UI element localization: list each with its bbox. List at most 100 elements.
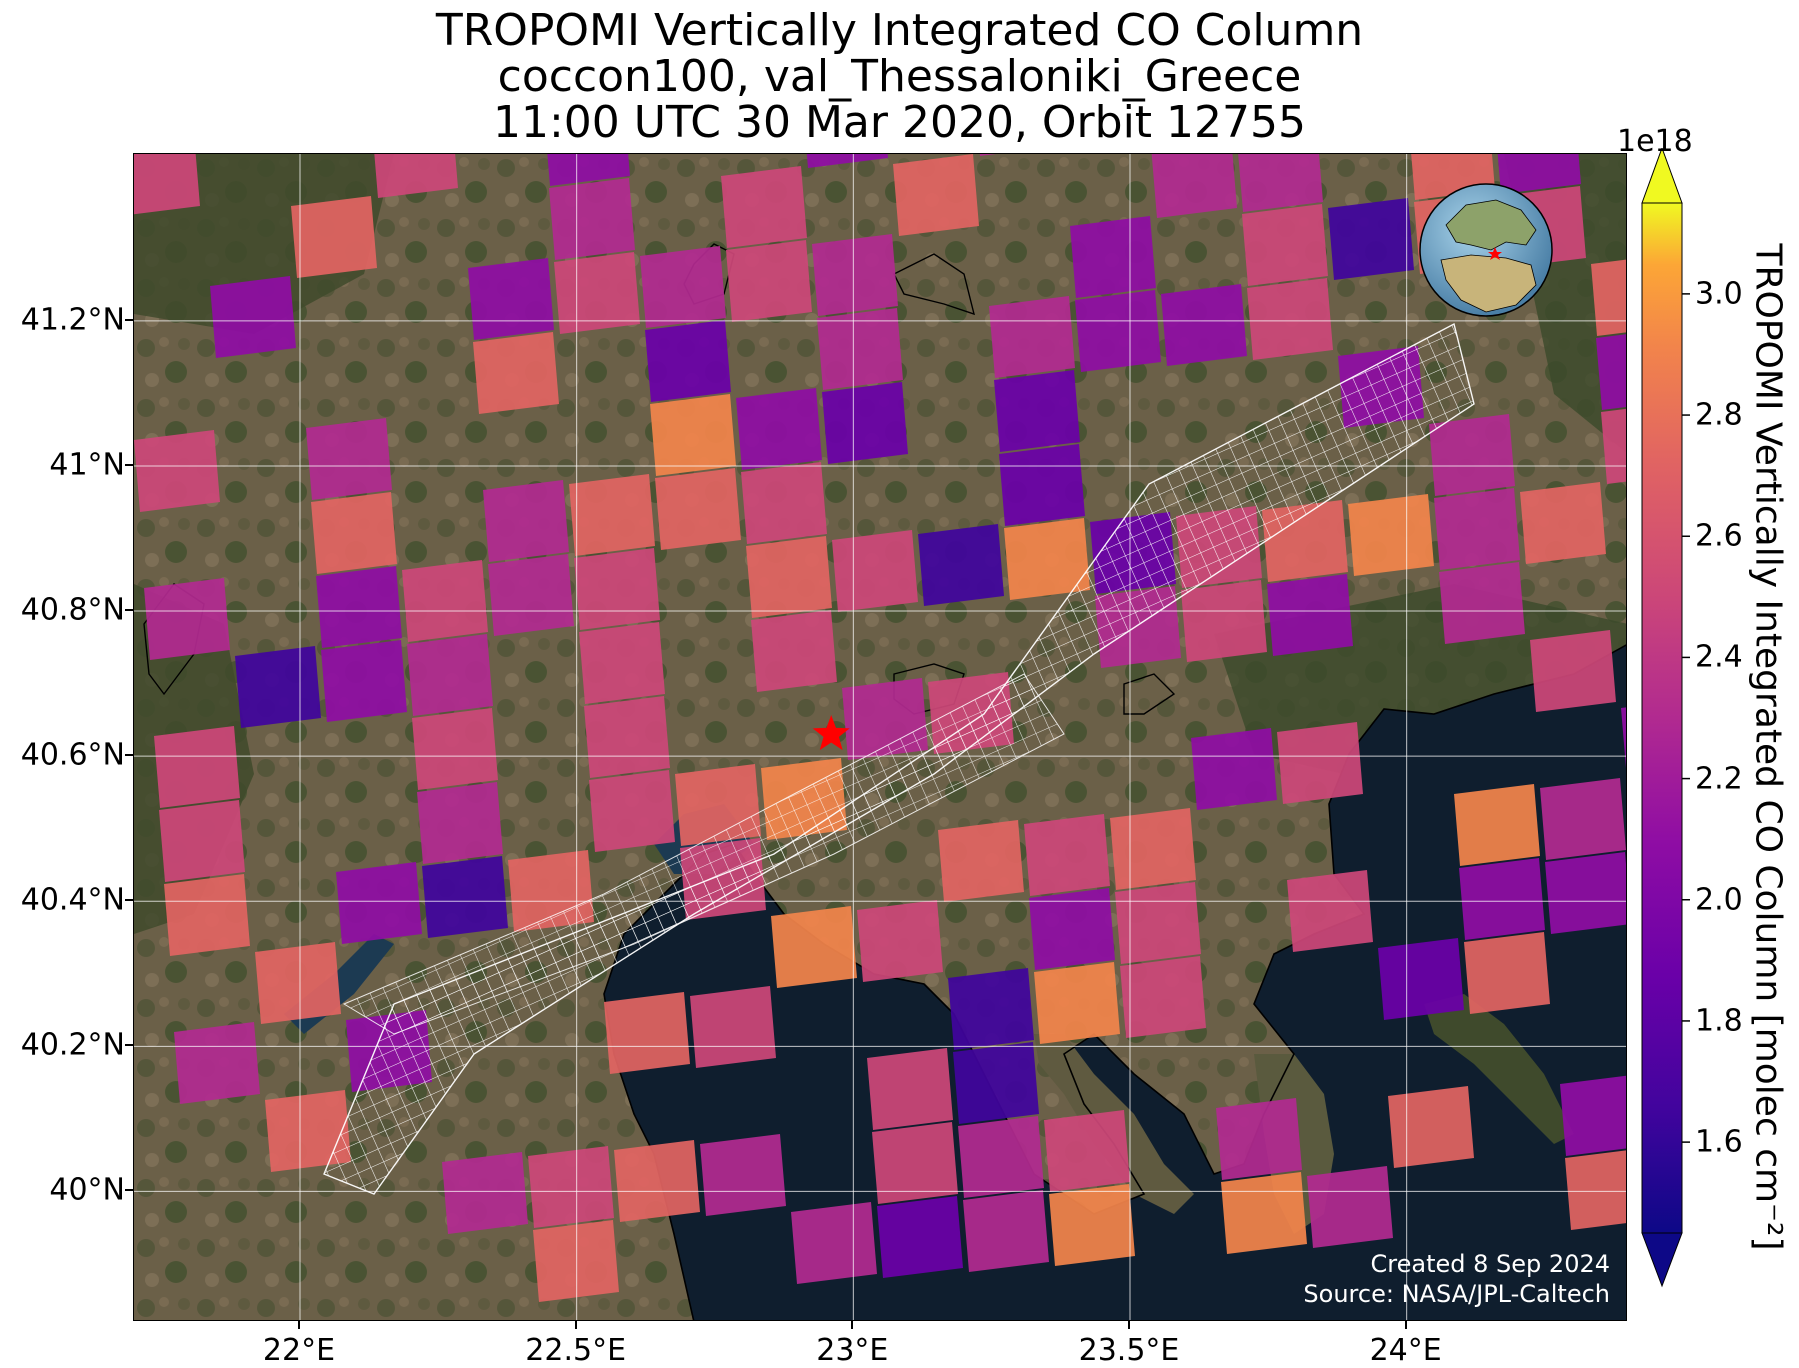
co-pixel xyxy=(1044,1110,1130,1192)
lon-tick-mark xyxy=(851,1321,854,1329)
co-pixel xyxy=(604,992,690,1074)
co-pixel xyxy=(736,388,822,470)
co-pixel xyxy=(953,1042,1039,1124)
colorbar-tick-label: 2.4 xyxy=(1695,639,1743,675)
co-pixel xyxy=(700,1134,786,1216)
co-pixel xyxy=(547,154,630,186)
co-pixel xyxy=(402,560,488,642)
colorbar-ticks xyxy=(1682,293,1690,1143)
co-pixel xyxy=(589,770,675,852)
co-pixel xyxy=(877,1196,963,1278)
co-pixel xyxy=(822,382,908,464)
co-pixel xyxy=(374,154,458,198)
co-pixel xyxy=(210,276,296,358)
co-pixel xyxy=(726,240,812,322)
co-pixel xyxy=(533,1220,619,1302)
co-pixel xyxy=(1277,722,1363,804)
co-pixel xyxy=(1216,1098,1302,1180)
co-pixel xyxy=(574,548,660,630)
co-pixel xyxy=(1221,1172,1307,1254)
map-canvas xyxy=(134,154,1627,1320)
co-pixel xyxy=(291,196,377,278)
co-pixel xyxy=(1151,154,1237,218)
co-pixel xyxy=(989,296,1075,378)
lon-tick-mark xyxy=(1404,1321,1407,1329)
co-pixel xyxy=(791,1202,877,1284)
co-pixel xyxy=(1540,778,1626,860)
border-line xyxy=(1123,673,1176,715)
co-pixel xyxy=(1029,888,1115,970)
map-panel[interactable]: Created 8 Sep 2024 Source: NASA/JPL-Calt… xyxy=(133,153,1627,1321)
co-pixel xyxy=(771,906,857,988)
co-pixel xyxy=(994,370,1080,452)
lon-tick-mark xyxy=(298,1321,300,1329)
co-pixel xyxy=(645,320,731,402)
lon-tick-label: 22°E xyxy=(262,1333,336,1368)
co-pixel xyxy=(1181,580,1267,662)
lat-tick-label: 40.4°N xyxy=(20,882,125,918)
star-icon xyxy=(812,714,850,751)
colorbar-tick-label: 3.0 xyxy=(1695,276,1743,312)
co-pixel xyxy=(316,566,402,648)
colorbar-exponent: 1e18 xyxy=(1617,124,1693,159)
co-pixel xyxy=(336,862,422,944)
lat-tick-mark xyxy=(125,318,133,321)
co-pixel xyxy=(938,820,1024,902)
co-pixel xyxy=(979,154,996,156)
credit-source: Source: NASA/JPL-Caltech xyxy=(1303,1280,1610,1308)
co-pixel xyxy=(1110,808,1196,890)
co-pixel xyxy=(265,1090,351,1172)
co-pixel xyxy=(1307,1166,1393,1248)
co-pixel xyxy=(640,246,726,328)
co-pixel xyxy=(473,332,559,414)
co-pixel xyxy=(1434,488,1520,570)
athos-peninsula xyxy=(1424,994,1574,1144)
co-pixel xyxy=(867,1048,953,1130)
co-pixel xyxy=(1161,284,1247,366)
colorbar-extend-bottom xyxy=(1641,1232,1683,1288)
lat-tick-mark xyxy=(125,463,133,466)
co-pixel xyxy=(1247,278,1333,360)
co-pixel xyxy=(1560,1075,1626,1156)
colorbar xyxy=(1641,148,1690,1288)
co-pixel xyxy=(235,646,321,728)
lon-tick-label: 22.5°E xyxy=(525,1333,627,1368)
title-line-1: TROPOMI Vertically Integrated CO Column xyxy=(435,5,1364,56)
co-pixel xyxy=(1120,956,1206,1038)
co-pixel xyxy=(1242,204,1328,286)
co-pixel xyxy=(422,856,508,938)
co-pixel xyxy=(1459,858,1545,940)
lat-tick-mark xyxy=(125,1044,133,1047)
co-pixel xyxy=(1191,728,1277,810)
lon-tick-label: 23°E xyxy=(816,1333,889,1368)
co-pixel xyxy=(1497,154,1581,194)
globe-land xyxy=(1440,254,1537,313)
lon-tick-label: 23.5°E xyxy=(1078,1333,1180,1368)
co-pixel xyxy=(483,480,569,562)
co-pixel xyxy=(1049,1184,1135,1266)
co-pixel xyxy=(1545,852,1626,934)
co-pixel xyxy=(650,394,736,476)
co-pixel xyxy=(614,1140,700,1222)
lat-tick-label: 40.8°N xyxy=(20,592,125,628)
co-pixel xyxy=(412,708,498,790)
co-pixel xyxy=(159,800,245,882)
co-pixel xyxy=(417,782,503,864)
lon-tick-label: 24°E xyxy=(1369,1333,1442,1368)
co-pixel xyxy=(154,726,240,808)
inset-globe xyxy=(1419,183,1553,317)
co-pixel xyxy=(306,418,392,500)
gridlines xyxy=(134,154,1626,1320)
colorbar-tick-label: 1.8 xyxy=(1695,1003,1743,1039)
co-pixel xyxy=(1626,772,1627,854)
co-pixel xyxy=(584,696,670,778)
colorbar-title: TROPOMI Vertically Integrated CO Column … xyxy=(1747,243,1789,1251)
co-pixel xyxy=(893,154,979,236)
lat-tick-mark xyxy=(125,899,133,902)
co-pixel xyxy=(164,874,250,956)
co-pixel xyxy=(321,640,407,722)
colorbar-body xyxy=(1641,202,1683,1234)
lat-tick-mark xyxy=(125,754,133,757)
lat-tick-label: 41.2°N xyxy=(20,302,125,338)
co-pixel xyxy=(569,474,655,556)
